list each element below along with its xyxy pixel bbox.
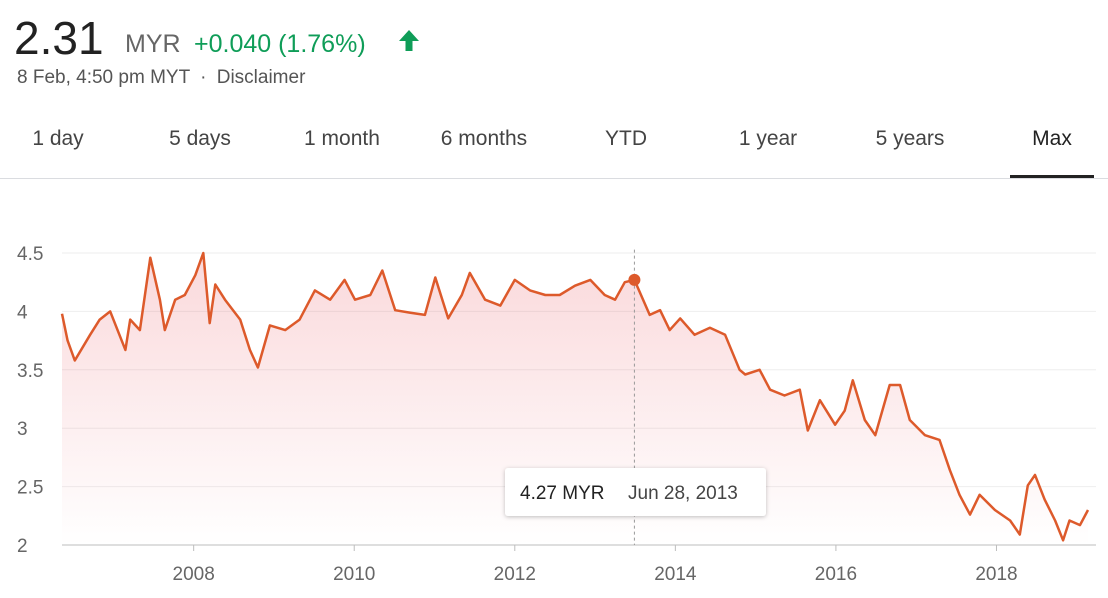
x-tick-label: 2018 bbox=[975, 564, 1017, 585]
hover-point bbox=[628, 273, 641, 286]
y-tick-label: 2.5 bbox=[17, 478, 43, 499]
up-arrow bbox=[399, 30, 419, 51]
chart: 2 2.5 3 3.5 4 4.5 2008 2010 2012 2014 2016 2018 4.27… bbox=[17, 244, 1096, 585]
disclaimer-link[interactable]: Disclaimer bbox=[217, 67, 306, 88]
y-tick-label: 4.5 bbox=[17, 244, 43, 265]
x-tick-label: 2008 bbox=[173, 564, 215, 585]
y-tick-label: 4 bbox=[17, 302, 28, 323]
tooltip-box bbox=[505, 468, 766, 516]
tab[interactable]: 5 days bbox=[169, 127, 231, 150]
x-tick-label: 2014 bbox=[654, 564, 697, 585]
price-change: +0.040 (1.76%) bbox=[194, 30, 366, 58]
x-tick-label: 2010 bbox=[333, 564, 375, 585]
tooltip-date: Jun 28, 2013 bbox=[628, 483, 738, 504]
tab[interactable]: YTD bbox=[605, 127, 647, 150]
tab[interactable]: 1 year bbox=[739, 127, 797, 150]
subtitle: 8 Feb, 4:50 pm MYT · Disclaimer bbox=[17, 67, 306, 88]
tab[interactable]: 5 years bbox=[876, 127, 945, 150]
y-tick-label: 3.5 bbox=[17, 361, 43, 382]
price-line bbox=[60, 251, 1090, 542]
x-tick-label: 2016 bbox=[815, 564, 857, 585]
tooltip-value: 4.27 MYR bbox=[520, 483, 604, 504]
y-tick-label: 3 bbox=[17, 419, 28, 440]
quote-header: 2.31 MYR +0.040 (1.76%) 8 Feb, 4:50 pm M… bbox=[14, 12, 419, 88]
currency: MYR bbox=[125, 30, 181, 58]
separator: · bbox=[200, 67, 206, 88]
price: 2.31 bbox=[14, 12, 104, 64]
area-fill bbox=[62, 253, 1088, 545]
tab[interactable]: 6 months bbox=[441, 127, 527, 150]
y-tick-label: 2 bbox=[17, 536, 28, 557]
tab[interactable]: 1 day bbox=[32, 127, 84, 150]
tab[interactable]: 1 month bbox=[304, 127, 380, 150]
range-tabs: 1 day 5 days 1 month 6 months YTD 1 year 5 yea… bbox=[32, 127, 1094, 179]
tab[interactable]: Max bbox=[1032, 127, 1072, 150]
tab-selected-indicator bbox=[1010, 175, 1094, 179]
timestamp: 8 Feb, 4:50 pm MYT bbox=[17, 67, 191, 88]
x-tick-label: 2012 bbox=[494, 564, 536, 585]
